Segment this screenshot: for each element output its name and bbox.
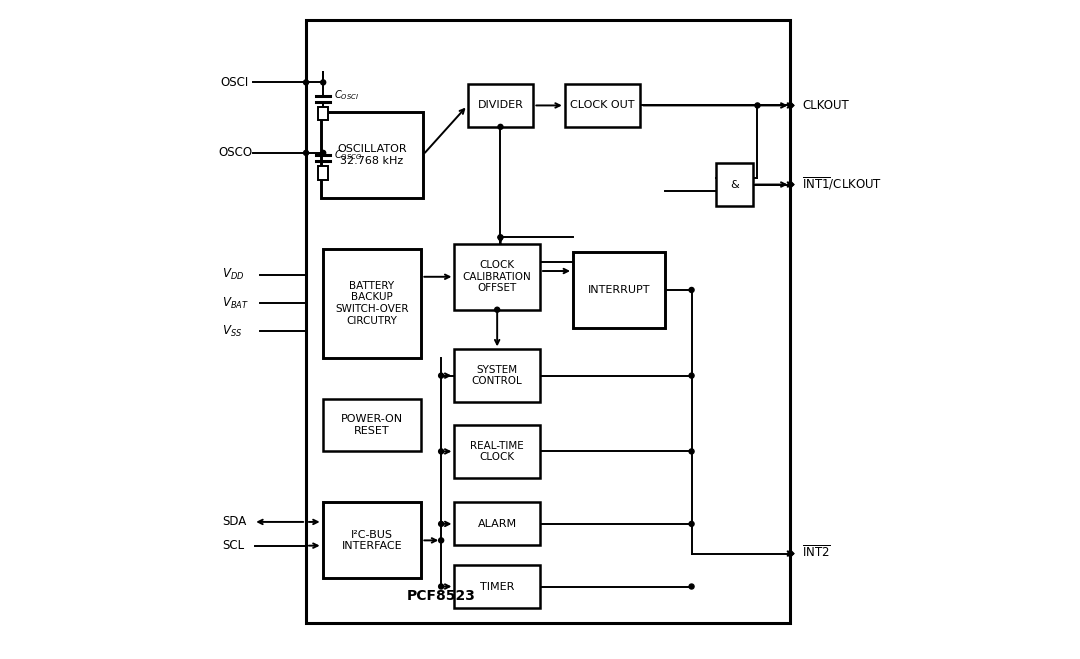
Circle shape	[498, 125, 503, 129]
Bar	[573, 252, 665, 328]
Text: $V_{DD}$: $V_{DD}$	[222, 268, 245, 282]
Circle shape	[689, 287, 694, 293]
Circle shape	[788, 103, 793, 108]
Bar	[716, 163, 753, 206]
Text: TIMER: TIMER	[480, 581, 514, 592]
Bar	[468, 84, 534, 127]
Text: OSCI: OSCI	[220, 76, 248, 89]
Text: I²C-BUS
INTERFACE: I²C-BUS INTERFACE	[341, 530, 402, 551]
Bar	[321, 112, 423, 198]
Circle shape	[438, 373, 444, 378]
Text: &: &	[730, 179, 739, 190]
Circle shape	[689, 373, 694, 378]
Text: ALARM: ALARM	[477, 519, 516, 529]
Circle shape	[755, 103, 760, 108]
Text: $V_{BAT}$: $V_{BAT}$	[222, 296, 249, 310]
Bar	[318, 107, 328, 120]
Text: $V_{SS}$: $V_{SS}$	[222, 324, 243, 339]
Bar	[323, 399, 421, 451]
Circle shape	[689, 584, 694, 589]
Text: CLOCK
CALIBRATION
OFFSET: CLOCK CALIBRATION OFFSET	[463, 260, 531, 293]
Text: $\overline{\mathsf{INT2}}$: $\overline{\mathsf{INT2}}$	[802, 544, 832, 560]
Text: OSCILLATOR
32.768 kHz: OSCILLATOR 32.768 kHz	[337, 144, 407, 165]
Circle shape	[303, 80, 309, 85]
Bar	[455, 425, 540, 478]
Circle shape	[321, 80, 326, 85]
Text: SCL: SCL	[222, 539, 244, 552]
Text: POWER-ON
RESET: POWER-ON RESET	[341, 415, 403, 436]
Text: CLKOUT: CLKOUT	[802, 99, 849, 112]
Circle shape	[438, 521, 444, 527]
Text: CLOCK OUT: CLOCK OUT	[570, 100, 635, 111]
Text: $C_{OSCI}$: $C_{OSCI}$	[334, 89, 359, 102]
Text: $\overline{\mathsf{INT1}}$/CLKOUT: $\overline{\mathsf{INT1}}$/CLKOUT	[802, 175, 882, 192]
Text: DIVIDER: DIVIDER	[477, 100, 524, 111]
Circle shape	[438, 584, 444, 589]
Text: PCF8523: PCF8523	[407, 589, 476, 604]
Text: SDA: SDA	[222, 515, 246, 529]
Bar	[455, 502, 540, 546]
Bar	[565, 84, 640, 127]
Circle shape	[498, 235, 503, 240]
Circle shape	[438, 538, 444, 543]
Circle shape	[689, 521, 694, 527]
Bar	[455, 244, 540, 310]
Bar	[323, 248, 421, 357]
Text: INTERRUPT: INTERRUPT	[588, 285, 650, 295]
Text: BATTERY
BACKUP
SWITCH-OVER
CIRCUTRY: BATTERY BACKUP SWITCH-OVER CIRCUTRY	[335, 281, 408, 326]
Text: SYSTEM
CONTROL: SYSTEM CONTROL	[472, 365, 523, 386]
Bar	[455, 349, 540, 402]
Circle shape	[788, 182, 793, 187]
Circle shape	[689, 449, 694, 454]
Text: $C_{OSCO}$: $C_{OSCO}$	[334, 148, 362, 161]
Circle shape	[321, 150, 326, 156]
Circle shape	[438, 449, 444, 454]
Text: OSCO: OSCO	[218, 146, 253, 159]
Bar	[306, 20, 791, 623]
Bar	[323, 502, 421, 579]
Circle shape	[303, 150, 309, 156]
Text: REAL-TIME
CLOCK: REAL-TIME CLOCK	[470, 441, 524, 462]
Bar	[455, 565, 540, 608]
Bar	[318, 166, 328, 179]
Circle shape	[495, 307, 500, 312]
Circle shape	[788, 551, 793, 556]
